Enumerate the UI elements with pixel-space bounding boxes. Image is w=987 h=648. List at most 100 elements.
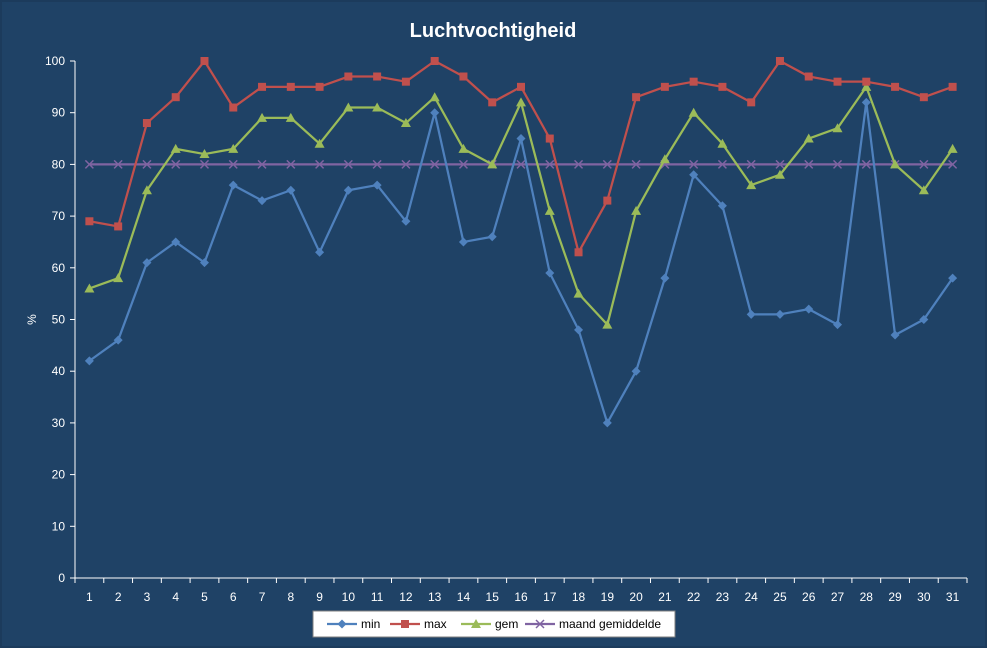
x-tick-label: 31 — [946, 590, 960, 604]
y-tick-label: 80 — [52, 157, 66, 171]
x-tick-label: 1 — [86, 590, 93, 604]
y-axis-label: % — [25, 314, 39, 325]
data-point-max — [171, 93, 180, 102]
series-gem — [84, 81, 958, 329]
legend-item-gem: gem — [461, 617, 518, 631]
data-point-gem — [372, 102, 383, 112]
data-point-gem — [170, 143, 181, 153]
x-tick-label: 16 — [514, 590, 528, 604]
legend-marker — [401, 620, 409, 628]
x-tick-label: 22 — [687, 590, 701, 604]
x-tick-label: 30 — [917, 590, 931, 604]
x-tick-label: 4 — [172, 590, 179, 604]
y-tick-label: 100 — [45, 54, 65, 68]
data-point-gem — [803, 133, 814, 143]
data-point-max — [401, 77, 410, 86]
data-point-min — [919, 315, 929, 324]
data-point-max — [891, 82, 900, 91]
x-tick-label: 18 — [572, 590, 586, 604]
legend-item-max: max — [390, 617, 447, 631]
y-tick-label: 40 — [52, 364, 66, 378]
data-point-maand-gemiddelde — [142, 159, 152, 169]
data-point-max — [862, 77, 871, 86]
data-point-min — [631, 366, 641, 376]
data-point-min — [315, 247, 325, 257]
data-point-max — [517, 82, 525, 91]
data-point-min — [458, 237, 468, 247]
x-tick-label: 12 — [399, 590, 413, 604]
data-point-maand-gemiddelde — [315, 159, 325, 169]
data-point-gem — [602, 319, 613, 329]
data-point-max — [919, 93, 928, 102]
data-point-min — [516, 134, 526, 144]
data-point-gem — [573, 288, 584, 298]
data-point-maand-gemiddelde — [113, 159, 123, 169]
data-point-maand-gemiddelde — [401, 159, 411, 169]
x-tick-label: 17 — [543, 590, 557, 604]
data-point-max — [632, 93, 641, 102]
data-point-min — [833, 320, 843, 330]
data-point-max — [286, 82, 295, 91]
data-point-min — [487, 232, 497, 242]
data-point-min — [890, 330, 900, 340]
x-tick-label: 3 — [144, 590, 151, 604]
legend: min max gem maand gemiddelde — [312, 610, 676, 638]
data-point-maand-gemiddelde — [228, 159, 238, 169]
legend-item-min: min — [327, 617, 380, 631]
data-point-max — [258, 82, 267, 91]
data-point-min — [660, 273, 670, 283]
data-point-maand-gemiddelde — [458, 159, 468, 169]
data-point-maand-gemiddelde — [372, 159, 382, 169]
legend-label: maand gemiddelde — [559, 617, 661, 631]
data-point-min — [746, 309, 756, 319]
data-point-gem — [544, 205, 555, 215]
data-point-gem — [717, 138, 728, 148]
data-point-gem — [516, 97, 526, 107]
data-point-gem — [688, 107, 699, 117]
y-tick-label: 90 — [52, 106, 66, 120]
data-point-gem — [400, 118, 411, 128]
data-point-maand-gemiddelde — [689, 159, 699, 169]
data-point-maand-gemiddelde — [804, 159, 814, 169]
data-point-max — [344, 72, 353, 81]
x-tick-label: 2 — [115, 590, 122, 604]
data-point-max — [488, 98, 497, 107]
data-point-min — [602, 418, 612, 428]
data-point-gem — [228, 143, 239, 153]
series-layer — [84, 57, 958, 428]
data-point-maand-gemiddelde — [257, 159, 267, 169]
x-tick-label: 25 — [773, 590, 787, 604]
data-point-min — [171, 237, 181, 247]
legend-label: min — [361, 617, 380, 631]
legend-marker — [535, 619, 545, 629]
data-point-max — [948, 82, 957, 91]
legend-label: max — [424, 617, 447, 631]
data-point-gem — [659, 154, 670, 164]
x-tick-label: 29 — [888, 590, 902, 604]
y-tick-label: 10 — [52, 519, 66, 533]
data-point-min — [574, 325, 584, 335]
legend-marker — [337, 619, 347, 629]
data-point-max — [85, 217, 94, 226]
data-point-maand-gemiddelde — [919, 159, 929, 169]
x-tick-label: 10 — [342, 590, 356, 604]
data-point-maand-gemiddelde — [171, 159, 181, 169]
data-point-min — [775, 309, 785, 319]
data-point-min — [199, 258, 209, 268]
legend-label: gem — [495, 617, 518, 631]
data-point-gem — [631, 205, 642, 215]
data-point-min — [84, 356, 94, 366]
data-point-max — [804, 72, 813, 81]
x-tick-label: 27 — [831, 590, 845, 604]
chart-title: Luchtvochtigheid — [410, 20, 577, 42]
data-point-gem — [429, 92, 440, 102]
x-tick-label: 14 — [457, 590, 471, 604]
data-point-gem — [458, 143, 469, 153]
data-point-min — [401, 216, 411, 226]
legend-box — [312, 610, 676, 638]
data-point-maand-gemiddelde — [746, 159, 756, 169]
data-point-maand-gemiddelde — [948, 159, 958, 169]
data-point-max — [718, 82, 727, 91]
data-point-gem — [285, 112, 296, 122]
x-tick-label: 26 — [802, 590, 816, 604]
